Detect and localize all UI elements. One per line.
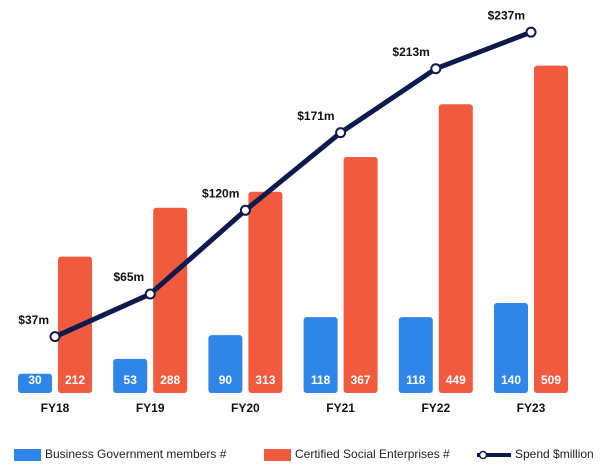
bar-value-label: 140 [501, 373, 521, 387]
line-value-label: $237m [488, 8, 525, 22]
line-value-label: $37m [18, 313, 49, 327]
bar [398, 317, 433, 393]
bar [208, 335, 243, 393]
bar-value-label: 118 [406, 373, 426, 387]
x-tick-label: FY22 [421, 401, 450, 415]
x-tick-label: FY18 [41, 401, 70, 415]
x-tick-label: FY19 [136, 401, 165, 415]
bar-value-label: 449 [446, 373, 466, 387]
bar-value-label: 30 [28, 373, 42, 387]
line-value-label: $120m [202, 186, 239, 200]
bar-value-label: 367 [351, 373, 371, 387]
line-value-label: $65m [113, 270, 144, 284]
line-value-label: $213m [392, 45, 429, 59]
x-tick-label: FY20 [231, 401, 260, 415]
bar-value-label: 212 [65, 373, 85, 387]
bar [438, 104, 473, 393]
bar-value-label: 313 [255, 373, 275, 387]
x-tick-label: FY21 [326, 401, 355, 415]
legend-swatch [14, 449, 41, 461]
bar [494, 302, 528, 393]
line-point [525, 26, 537, 38]
bar [303, 317, 338, 393]
bar-value-label: 509 [541, 373, 561, 387]
x-tick-label: FY23 [517, 401, 546, 415]
legend-swatch [264, 449, 291, 461]
bar [58, 256, 92, 393]
bar [248, 191, 283, 393]
line-value-label: $171m [297, 109, 334, 123]
line-point [335, 127, 347, 139]
bar-value-label: 288 [160, 373, 180, 387]
bar-value-label: 53 [124, 373, 138, 387]
bar-value-label: 90 [219, 373, 233, 387]
bar-value-label: 118 [311, 373, 331, 387]
line-point [430, 63, 442, 75]
line-point [144, 288, 156, 300]
legend-label: Spend $million [515, 447, 594, 461]
line [53, 29, 532, 339]
bar [153, 207, 188, 393]
bar [113, 358, 148, 393]
bar [534, 65, 568, 394]
legend-label: Certified Social Enterprises # [295, 447, 450, 461]
line-point [49, 331, 61, 343]
bar [18, 373, 52, 393]
legend-label: Business Government members # [45, 447, 227, 461]
legend-point [478, 450, 488, 460]
line-point [239, 204, 251, 216]
bar [343, 156, 378, 393]
